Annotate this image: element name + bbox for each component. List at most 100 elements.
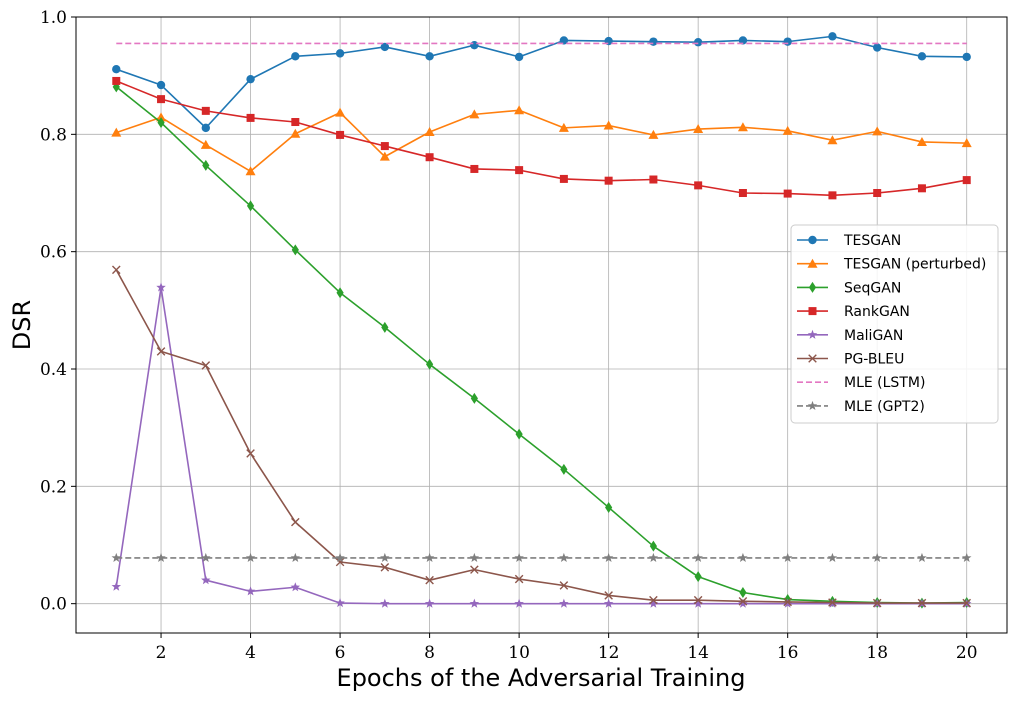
data-point-mle-gpt2 xyxy=(245,552,256,562)
data-point-pg-bleu xyxy=(783,597,792,607)
data-point-tesgan xyxy=(425,52,434,61)
data-point-tesgan-perturbed xyxy=(693,124,704,134)
legend-entry-tesgan-perturbed: TESGAN (perturbed) xyxy=(797,257,986,273)
data-point-mle-gpt2 xyxy=(559,552,569,562)
legend-marker-mle-gpt2 xyxy=(807,400,818,410)
data-point-mle-gpt2 xyxy=(111,552,122,562)
data-point-pg-bleu xyxy=(917,598,927,608)
data-point-pg-bleu xyxy=(693,595,703,605)
data-point-mle-gpt2 xyxy=(738,552,748,562)
data-point-mle-gpt2 xyxy=(469,552,480,562)
data-point-pg-bleu xyxy=(470,565,479,574)
data-point-maligan xyxy=(245,586,256,596)
legend-label-seqgan: SeqGAN xyxy=(844,280,901,296)
x-tick-label: 2 xyxy=(156,643,167,663)
x-tick-label: 12 xyxy=(598,643,620,663)
tick-layer: 2 4 6 8 10 12 14 16 18 20 0.0 0.2 0.4 0.6 0.8 1.0 xyxy=(40,8,978,663)
y-tick-label: 1.0 xyxy=(40,8,67,28)
data-point-rankgan xyxy=(515,166,524,175)
y-tick-label: 0.2 xyxy=(40,477,67,497)
data-point-rankgan xyxy=(738,189,747,197)
data-point-pg-bleu xyxy=(514,574,524,584)
data-point-tesgan xyxy=(335,49,345,58)
y-tick-label: 0.6 xyxy=(40,243,67,263)
data-point-mle-gpt2 xyxy=(424,552,435,562)
data-point-mle-gpt2 xyxy=(156,552,166,562)
legend-label-pg-bleu: PG-BLEU xyxy=(844,352,904,368)
legend-entry-mle-lstm: MLE (LSTM) xyxy=(797,375,925,391)
data-point-tesgan xyxy=(783,37,792,46)
data-point-tesgan xyxy=(380,42,390,52)
data-point-rankgan xyxy=(336,130,345,139)
data-point-tesgan xyxy=(649,37,658,46)
x-tick-label: 18 xyxy=(866,643,888,663)
data-point-mle-gpt2 xyxy=(961,552,972,562)
x-tick-label: 6 xyxy=(335,643,346,663)
data-point-rankgan xyxy=(649,175,658,184)
x-tick-label: 4 xyxy=(245,643,256,663)
data-point-tesgan-perturbed xyxy=(648,129,659,139)
legend-label-tesgan-perturbed: TESGAN (perturbed) xyxy=(843,257,986,273)
legend-marker-rankgan xyxy=(808,307,817,316)
data-point-tesgan-perturbed xyxy=(335,107,346,117)
data-point-pg-bleu xyxy=(738,597,748,606)
data-point-tesgan-perturbed xyxy=(200,139,211,149)
data-point-tesgan xyxy=(291,52,300,61)
data-point-maligan xyxy=(469,598,480,608)
data-point-maligan xyxy=(424,598,435,608)
x-tick-label: 20 xyxy=(956,643,978,663)
data-point-tesgan xyxy=(917,52,927,61)
data-point-tesgan xyxy=(112,65,121,74)
data-point-mle-gpt2 xyxy=(917,552,927,562)
data-point-tesgan xyxy=(246,74,255,84)
legend-label-rankgan: RankGAN xyxy=(844,304,910,320)
data-point-tesgan xyxy=(738,36,748,45)
data-point-pg-bleu xyxy=(559,581,569,590)
data-point-tesgan xyxy=(470,40,479,50)
data-point-rankgan xyxy=(425,153,434,162)
data-point-pg-bleu xyxy=(246,449,255,458)
data-point-rankgan xyxy=(873,189,882,197)
series-line-pg-bleu xyxy=(115,269,967,604)
data-point-rankgan xyxy=(112,76,121,85)
data-point-tesgan-perturbed xyxy=(245,166,256,176)
data-point-tesgan xyxy=(559,36,569,45)
data-point-seqgan xyxy=(560,463,568,475)
x-axis-label: Epochs of the Adversarial Training xyxy=(337,664,746,692)
legend-entry-tesgan: TESGAN xyxy=(797,233,901,249)
data-point-maligan xyxy=(603,598,614,608)
data-point-pg-bleu xyxy=(962,598,972,608)
plot-frame xyxy=(75,16,1008,634)
data-point-seqgan xyxy=(605,501,613,513)
series-line-seqgan xyxy=(115,86,967,604)
data-point-seqgan xyxy=(202,159,210,171)
legend-marker-tesgan xyxy=(808,235,817,245)
legend-marker-pg-bleu xyxy=(808,354,817,363)
series-line-tesgan xyxy=(116,35,967,129)
legend-marker-maligan xyxy=(807,329,818,339)
data-point-pg-bleu xyxy=(111,265,121,275)
x-tick-label: 16 xyxy=(777,643,799,663)
data-point-maligan xyxy=(335,598,345,608)
data-point-rankgan xyxy=(470,164,479,173)
data-point-seqgan xyxy=(246,200,255,212)
data-point-maligan xyxy=(559,598,569,608)
data-point-seqgan xyxy=(157,117,165,129)
x-tick-label: 14 xyxy=(687,643,709,663)
data-point-maligan xyxy=(782,598,793,608)
data-point-seqgan xyxy=(426,358,434,370)
data-point-mle-gpt2 xyxy=(514,552,524,562)
data-point-rankgan xyxy=(917,184,926,193)
data-point-tesgan xyxy=(514,52,524,62)
data-point-rankgan xyxy=(783,189,792,198)
data-point-pg-bleu xyxy=(872,598,882,608)
legend-label-mle-lstm: MLE (LSTM) xyxy=(844,375,925,391)
y-axis-label: DSR xyxy=(8,300,36,350)
data-point-tesgan-perturbed xyxy=(916,136,927,146)
data-point-seqgan xyxy=(515,428,523,440)
data-point-tesgan-perturbed xyxy=(782,125,793,135)
data-point-tesgan-perturbed xyxy=(827,135,838,145)
series-tesgan xyxy=(112,32,971,133)
data-point-tesgan xyxy=(962,52,971,62)
series-line-maligan xyxy=(115,286,967,605)
